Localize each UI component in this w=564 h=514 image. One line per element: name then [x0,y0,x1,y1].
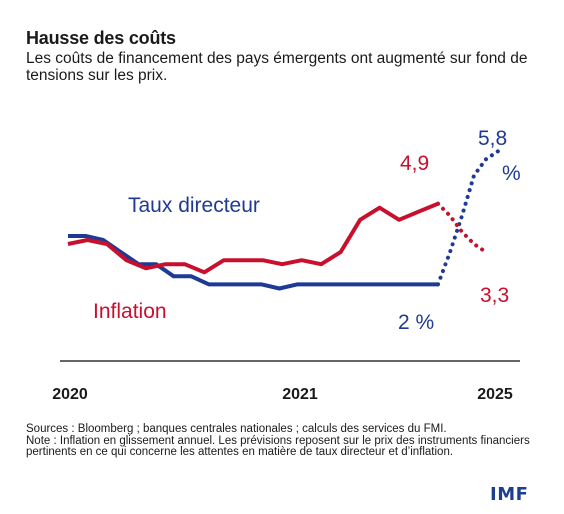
series-line-taux-directeur [68,234,438,291]
policy-rate-forecast-label: 5,8 [478,127,507,150]
forecast-line-inflation [436,201,488,255]
series-label-taux-directeur: Taux directeur [128,194,260,217]
inflation-forecast-label: 3,3 [480,284,509,307]
imf-logo: IMF [490,484,529,505]
chart-notes: Sources : Bloomberg ; banques centrales … [26,423,546,459]
x-tick-label-2020: 2020 [52,386,88,403]
forecast-line-taux-directeur [436,149,500,287]
series-label-inflation: Inflation [93,300,167,323]
methodology-note: Note : Inflation en glissement annuel. L… [26,434,530,458]
chart-subtitle: Les coûts de financement des pays émerge… [26,50,528,84]
sources-note: Sources : Bloomberg ; banques centrales … [26,423,447,435]
policy-rate-value-label: 2 % [398,311,434,334]
series-line-inflation [67,201,439,275]
x-tick-label-2025: 2025 [477,386,513,403]
line-chart: 2020 2021 2025 Taux directeur Inflation … [52,127,521,403]
x-tick-label-2021: 2021 [282,386,318,403]
chart-title: Hausse des coûts [26,28,176,48]
policy-rate-forecast-unit: % [502,162,521,185]
inflation-peak-label: 4,9 [400,152,429,175]
